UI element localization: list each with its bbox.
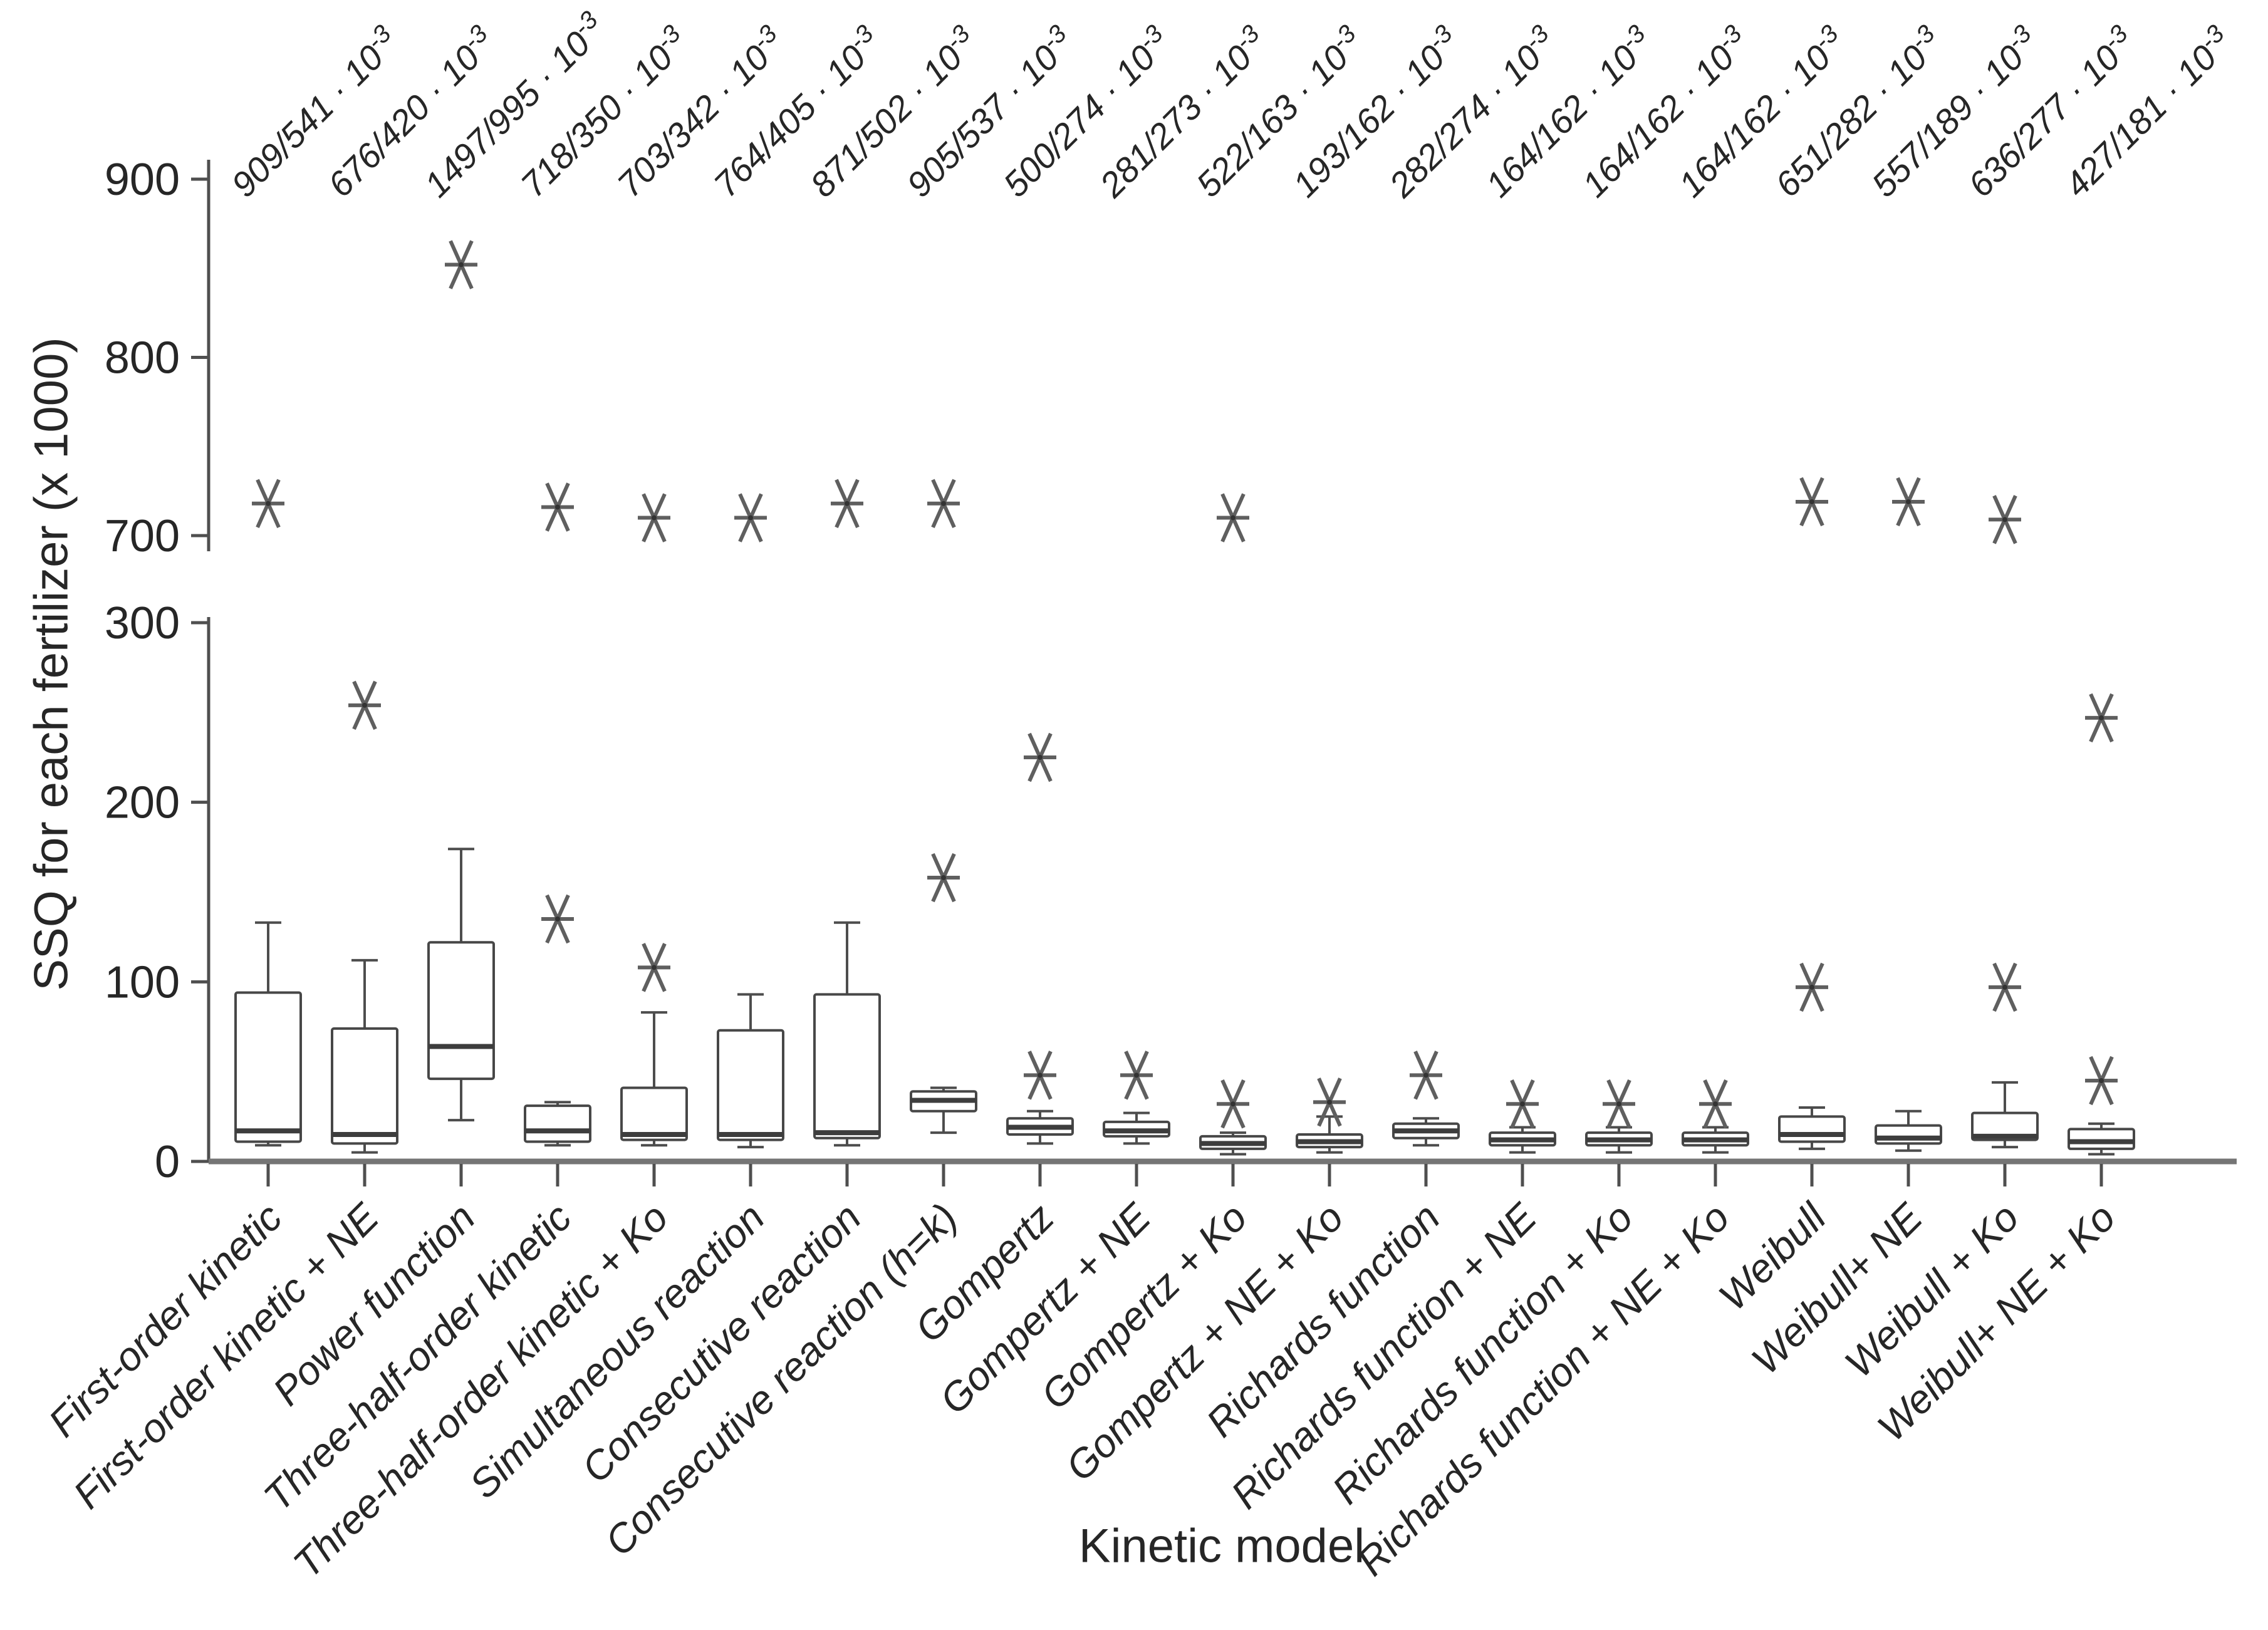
outlier-asterisk — [927, 479, 960, 529]
top-ratio-label: 500/274 · 10-3 — [994, 20, 1178, 205]
outlier-asterisk — [1989, 962, 2021, 1012]
iqr-box — [2068, 1128, 2135, 1150]
top-ratio-label: 676/420 · 10-3 — [318, 20, 503, 205]
top-ratio-label: 164/162 · 10-3 — [1476, 20, 1661, 205]
y-axis-title: SSQ for each fertilizer (x 1000) — [24, 337, 78, 991]
y-tick-label: 0 — [155, 1137, 180, 1187]
box-group: 427/181 · 10-3 — [2055, 20, 2240, 1186]
box-group: 718/350 · 10-3 — [511, 20, 696, 1186]
outlier-asterisk — [1699, 1079, 1732, 1129]
box-group: 871/502 · 10-3 — [801, 20, 986, 1186]
box-group: 703/342 · 10-3 — [608, 20, 793, 1186]
box-group: 636/277 · 10-3 — [1958, 20, 2143, 1186]
outlier-asterisk — [1313, 1077, 1346, 1127]
top-ratio-label: 718/350 · 10-3 — [511, 20, 696, 205]
outlier-asterisk — [1024, 1051, 1056, 1100]
box-group: 164/162 · 10-3 — [1476, 20, 1661, 1186]
outlier-asterisk — [445, 240, 477, 289]
top-ratio-label: 427/181 · 10-3 — [2055, 20, 2240, 205]
top-ratio-label: 871/502 · 10-3 — [801, 20, 986, 205]
iqr-box — [234, 991, 302, 1143]
top-ratio-label: 636/277 · 10-3 — [1958, 20, 2143, 205]
outlier-asterisk — [734, 493, 767, 542]
box-group: 905/537 · 10-3 — [897, 20, 1082, 1186]
y-tick-label: 300 — [105, 598, 180, 648]
x-axis-title: Kinetic model — [1078, 1519, 1365, 1573]
y-tick-label: 900 — [105, 155, 180, 205]
outlier-asterisk — [348, 680, 381, 730]
outlier-asterisk — [1024, 732, 1056, 782]
outlier-asterisk — [1506, 1079, 1539, 1129]
box-group: 651/282 · 10-3 — [1766, 20, 1950, 1186]
outlier-asterisk — [1989, 495, 2021, 544]
top-ratio-label: 164/162 · 10-3 — [1669, 20, 1854, 205]
box-group: 281/273 · 10-3 — [1090, 20, 1275, 1186]
y-tick-label: 100 — [105, 957, 180, 1007]
box-group: 164/162 · 10-3 — [1669, 20, 1854, 1186]
iqr-box — [1778, 1115, 1846, 1143]
box-group: 500/274 · 10-3 — [994, 20, 1178, 1186]
top-ratio-label: 651/282 · 10-3 — [1766, 20, 1950, 205]
iqr-box — [331, 1027, 398, 1145]
outlier-asterisk — [638, 943, 670, 992]
top-ratio-label: 193/162 · 10-3 — [1283, 20, 1468, 205]
outlier-asterisk — [638, 493, 670, 542]
iqr-box — [427, 941, 495, 1081]
top-ratio-label: 764/405 · 10-3 — [704, 20, 889, 205]
box-group: 193/162 · 10-3 — [1283, 20, 1468, 1186]
top-ratio-label: 905/537 · 10-3 — [897, 20, 1082, 205]
outlier-asterisk — [1796, 962, 1828, 1012]
outlier-asterisk — [1217, 493, 1249, 542]
top-ratio-label: 557/189 · 10-3 — [1862, 20, 2047, 205]
outlier-asterisk — [831, 479, 863, 529]
iqr-box — [717, 1029, 784, 1141]
y-tick-label: 200 — [105, 778, 180, 828]
box-group: 522/163 · 10-3 — [1187, 20, 1371, 1186]
box-group: 909/541 · 10-3 — [222, 20, 407, 1186]
outlier-asterisk — [1410, 1051, 1442, 1100]
outlier-asterisk — [2085, 1056, 2118, 1106]
iqr-box — [620, 1086, 688, 1141]
outlier-asterisk — [541, 482, 574, 532]
top-ratio-label: 281/273 · 10-3 — [1090, 20, 1275, 205]
top-ratio-label: 703/342 · 10-3 — [608, 20, 793, 205]
top-ratio-label: 282/274 · 10-3 — [1379, 20, 1564, 205]
box-group: 1497/995 · 10-3 — [417, 6, 603, 1186]
iqr-box — [524, 1104, 591, 1143]
outlier-asterisk — [252, 479, 284, 529]
outlier-asterisk — [1796, 477, 1828, 527]
box-group: 282/274 · 10-3 — [1379, 20, 1564, 1186]
top-ratio-label: 164/162 · 10-3 — [1573, 20, 1757, 205]
top-ratio-label: 522/163 · 10-3 — [1187, 20, 1371, 205]
iqr-box — [1971, 1111, 2039, 1141]
outlier-asterisk — [541, 894, 574, 944]
outlier-asterisk — [1120, 1051, 1153, 1100]
top-ratio-label: 909/541 · 10-3 — [222, 20, 407, 205]
outlier-asterisk — [1603, 1079, 1635, 1129]
y-tick-label: 800 — [105, 333, 180, 383]
iqr-box — [813, 993, 881, 1139]
outlier-asterisk — [1217, 1079, 1249, 1129]
box-group: 164/162 · 10-3 — [1573, 20, 1757, 1186]
outlier-asterisk — [1892, 477, 1925, 527]
outlier-asterisk — [2085, 693, 2118, 743]
box-group: 557/189 · 10-3 — [1862, 20, 2047, 1186]
iqr-box — [1875, 1124, 1942, 1145]
outlier-asterisk — [927, 853, 960, 903]
y-tick-label: 700 — [105, 511, 180, 561]
